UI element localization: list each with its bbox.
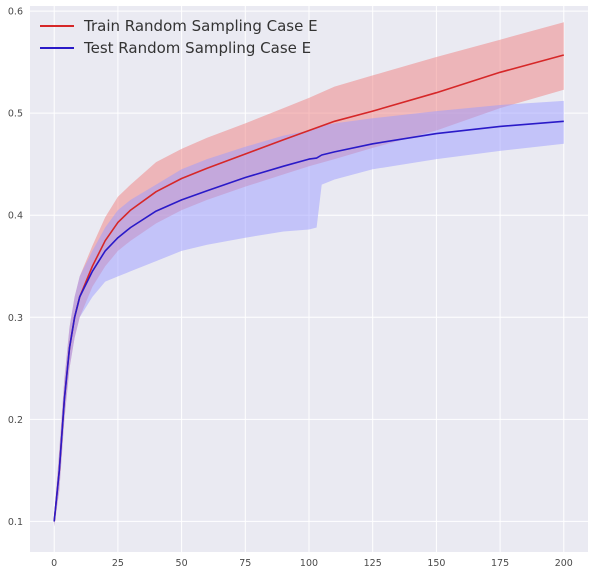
- y-tick-label: 0.3: [8, 313, 23, 324]
- series-lines: [53, 54, 565, 522]
- y-tick-label: 0.1: [8, 517, 23, 528]
- x-tick-label: 0: [51, 558, 57, 569]
- x-tick-label: 50: [176, 558, 188, 569]
- confidence-bands: [54, 22, 564, 527]
- y-tick-label: 0.2: [8, 415, 23, 426]
- y-tick-label: 0.6: [8, 7, 23, 18]
- x-axis-ticks: 0 25 50 75 100 125 150 175 200: [51, 558, 573, 569]
- x-tick-label: 25: [112, 558, 124, 569]
- legend: Train Random Sampling Case E Test Random…: [40, 17, 318, 57]
- x-tick-label: 200: [555, 558, 573, 569]
- legend-label-train: Train Random Sampling Case E: [83, 17, 318, 35]
- y-tick-label: 0.4: [8, 211, 23, 222]
- x-tick-label: 125: [364, 558, 382, 569]
- x-tick-label: 150: [427, 558, 445, 569]
- series-1-line: [53, 120, 564, 522]
- series-1-band: [54, 100, 564, 527]
- x-tick-label: 75: [239, 558, 251, 569]
- x-tick-label: 175: [491, 558, 509, 569]
- y-tick-label: 0.5: [8, 109, 23, 120]
- y-axis-ticks: 0.1 0.2 0.3 0.4 0.5 0.6: [8, 7, 23, 528]
- legend-label-test: Test Random Sampling Case E: [83, 39, 311, 57]
- series-0-band: [54, 22, 564, 527]
- x-tick-label: 100: [300, 558, 318, 569]
